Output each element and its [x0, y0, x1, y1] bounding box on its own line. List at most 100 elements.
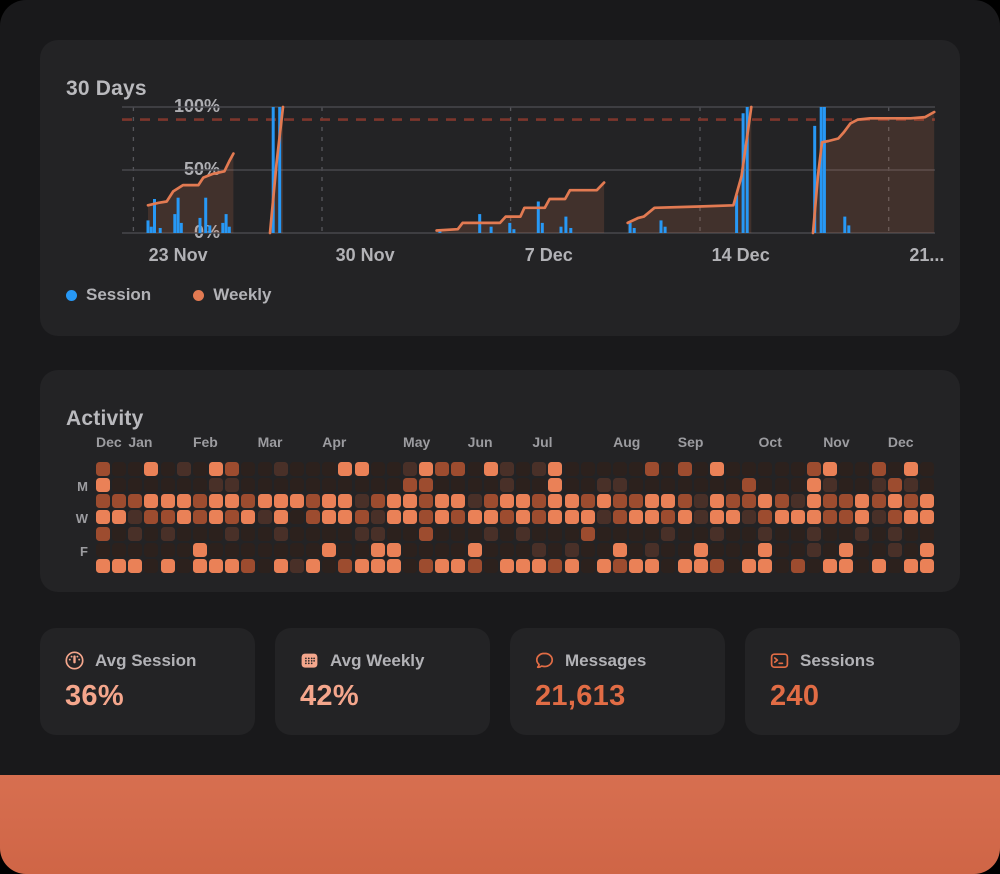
heatmap-cell: [467, 558, 482, 573]
heatmap-cell: [144, 542, 159, 557]
month-label: Aug: [613, 434, 641, 450]
heatmap-cell: [887, 558, 902, 573]
heatmap-cell: [467, 478, 482, 493]
heatmap-cell: [322, 478, 337, 493]
heatmap-cell: [887, 510, 902, 525]
heatmap-cell: [483, 526, 498, 541]
heatmap-cell: [564, 526, 579, 541]
heatmap-cell: [257, 558, 272, 573]
heatmap-cell: [871, 542, 886, 557]
heatmap-cell: [499, 462, 514, 476]
heatmap-cell: [548, 494, 563, 509]
heatmap-cell: [419, 462, 434, 476]
heatmap-cell: [742, 526, 757, 541]
heatmap-cell: [402, 542, 417, 557]
heatmap-cell: [273, 542, 288, 557]
day-label: F: [80, 543, 88, 559]
heatmap-cell: [96, 478, 110, 493]
heatmap-cell: [273, 462, 288, 476]
heatmap-cell: [790, 510, 805, 525]
heatmap-cell: [192, 478, 207, 493]
heatmap-cell: [548, 510, 563, 525]
heatmap-cell: [806, 478, 821, 493]
heatmap-cell: [839, 542, 854, 557]
heatmap-cell: [176, 462, 191, 476]
heatmap-cell: [160, 558, 175, 573]
heatmap-cell: [128, 462, 143, 476]
heatmap-cell: [370, 494, 385, 509]
heatmap-cell: [257, 542, 272, 557]
heatmap-cell: [596, 510, 611, 525]
month-label: Oct: [758, 434, 782, 450]
heatmap-cell: [709, 494, 724, 509]
heatmap-cell: [257, 526, 272, 541]
heatmap-cell: [192, 542, 207, 557]
heatmap-cell: [370, 526, 385, 541]
heatmap-cell: [677, 526, 692, 541]
heatmap-cell: [451, 526, 466, 541]
heatmap-cell: [257, 510, 272, 525]
y-tick-label: 100%: [173, 96, 220, 116]
heatmap-cell: [516, 478, 531, 493]
legend-item-session: Session: [66, 285, 151, 305]
heatmap-cell: [806, 558, 821, 573]
heatmap-cell: [306, 558, 321, 573]
heatmap-cell: [887, 542, 902, 557]
activity-card: Activity Dec Jan Feb Mar Apr May Jun Jul Aug Sep O…: [40, 370, 960, 592]
heatmap-cell: [839, 526, 854, 541]
heatmap-cell: [564, 462, 579, 476]
heatmap-cell: [774, 478, 789, 493]
heatmap-cell: [467, 510, 482, 525]
heatmap-cell: [160, 542, 175, 557]
session-dot-icon: [66, 289, 77, 301]
heatmap-cell: [499, 526, 514, 541]
heatmap-cell: [516, 510, 531, 525]
heatmap-cell: [128, 510, 143, 525]
heatmap-cell: [855, 542, 870, 557]
heatmap-cell: [112, 462, 127, 476]
heatmap-cell: [887, 478, 902, 493]
heatmap-cell: [580, 526, 595, 541]
heatmap-cell: [742, 510, 757, 525]
heatmap-cell: [677, 558, 692, 573]
heatmap-cell: [823, 494, 838, 509]
heatmap-cell: [96, 542, 110, 557]
heatmap-cell: [726, 510, 741, 525]
heatmap-cell: [451, 542, 466, 557]
heatmap-cell: [306, 526, 321, 541]
heatmap-cell: [903, 558, 918, 573]
heatmap-cell: [144, 478, 159, 493]
heatmap-cell: [726, 558, 741, 573]
heatmap-cell: [742, 558, 757, 573]
heatmap-cell: [467, 494, 482, 509]
heatmap-cell: [225, 510, 240, 525]
heatmap-cell: [322, 462, 337, 476]
heatmap-cell: [241, 478, 256, 493]
heatmap-cell: [273, 558, 288, 573]
heatmap-cell: [483, 558, 498, 573]
heatmap-cell: [225, 526, 240, 541]
heatmap-cell: [483, 510, 498, 525]
month-label: Jan: [128, 434, 153, 450]
heatmap-cell: [354, 478, 369, 493]
heatmap-cell: [790, 462, 805, 476]
heatmap-cell: [499, 542, 514, 557]
activity-heatmap: [96, 462, 934, 573]
heatmap-cell: [338, 558, 353, 573]
heatmap-cell: [774, 462, 789, 476]
heatmap-cell: [855, 510, 870, 525]
heatmap-cell: [806, 462, 821, 476]
legend-label-weekly: Weekly: [213, 285, 272, 304]
heatmap-cell: [370, 462, 385, 476]
heatmap-cell: [613, 478, 627, 493]
heatmap-cell: [516, 526, 531, 541]
heatmap-cell: [467, 526, 482, 541]
message-icon: [535, 652, 554, 669]
heatmap-cell: [774, 542, 789, 557]
heatmap-cell: [596, 462, 611, 476]
heatmap-cell: [516, 494, 531, 509]
x-tick-label: 23 Nov: [148, 245, 208, 265]
heatmap-cell: [354, 542, 369, 557]
heatmap-cell: [645, 526, 660, 541]
heatmap-cell: [823, 510, 838, 525]
